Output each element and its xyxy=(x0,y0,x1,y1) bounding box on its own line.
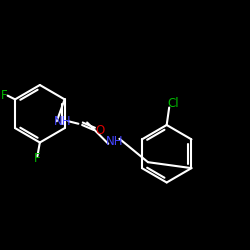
Text: Cl: Cl xyxy=(167,97,179,110)
Text: NH: NH xyxy=(54,115,71,128)
Text: NH: NH xyxy=(106,135,123,148)
Text: O: O xyxy=(95,124,104,136)
Text: F: F xyxy=(34,152,41,165)
Text: F: F xyxy=(0,89,7,102)
